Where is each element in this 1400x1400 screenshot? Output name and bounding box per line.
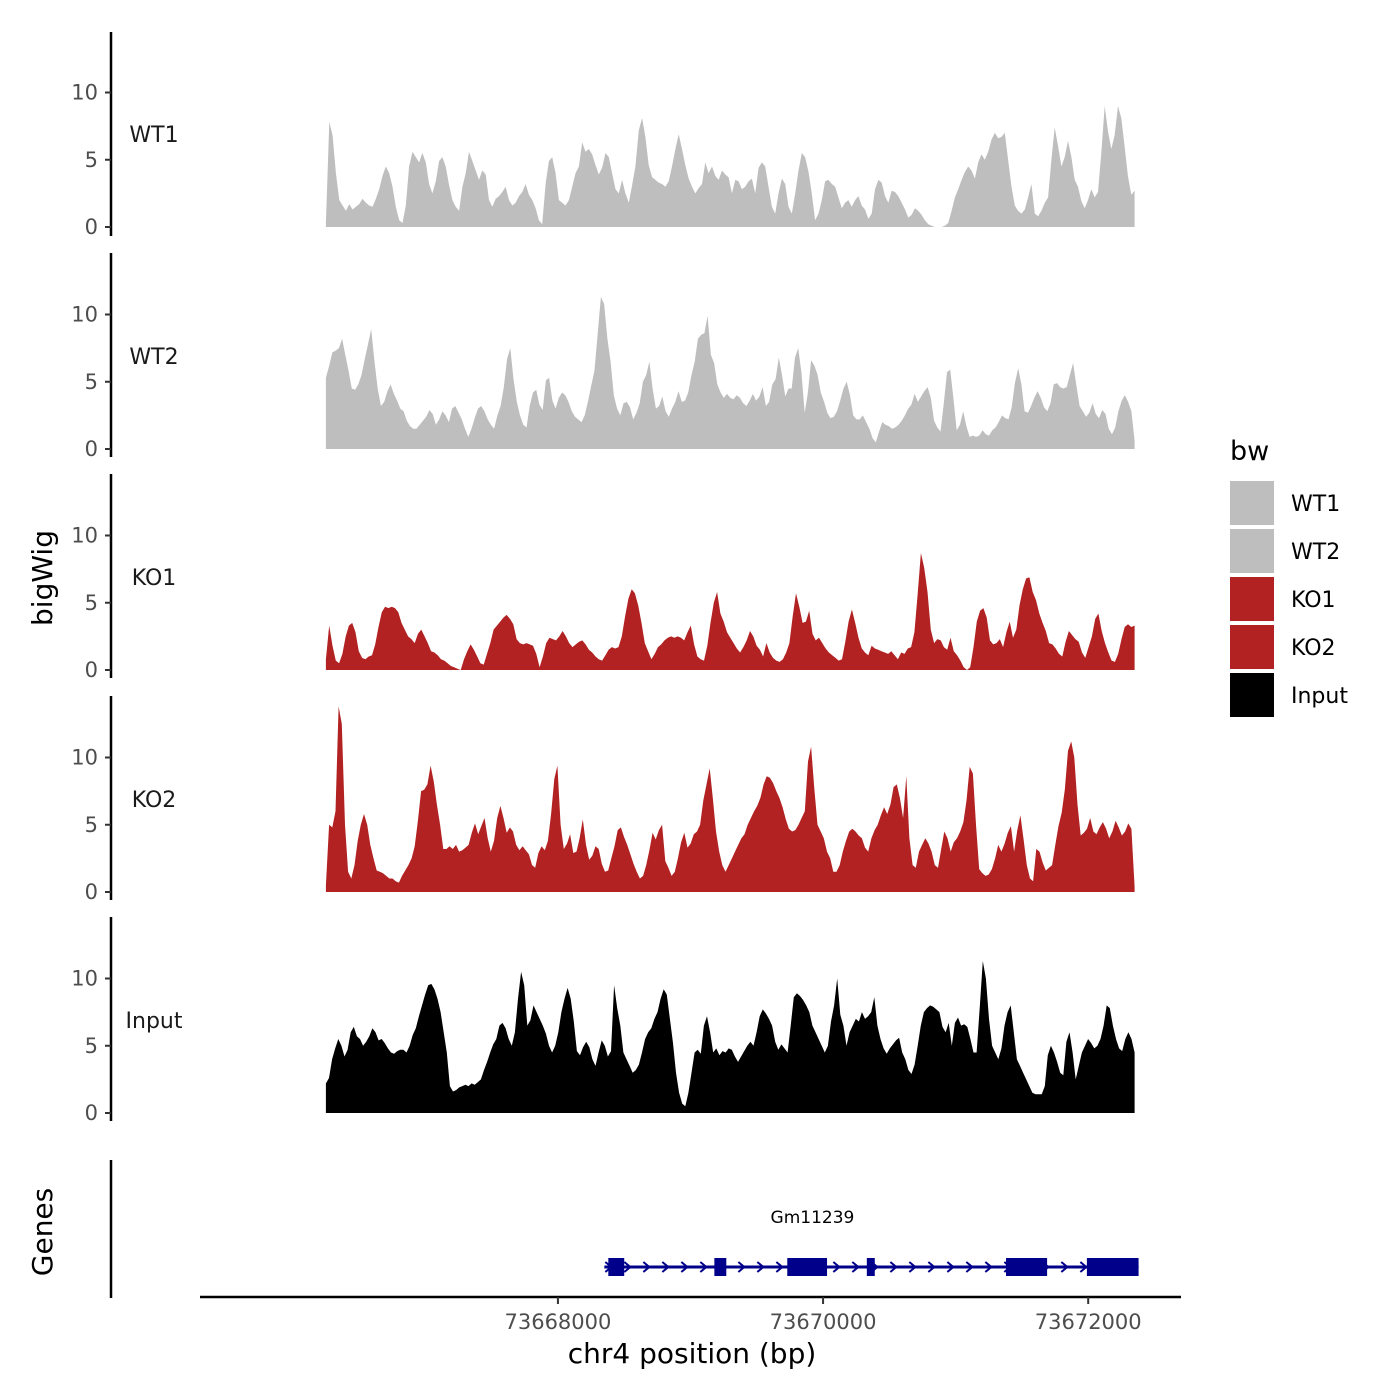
x-axis: 73668000 73670000 73672000 [200, 1295, 1181, 1334]
strand-arrow [737, 1261, 746, 1273]
strand-arrow [908, 1261, 917, 1273]
area-wt2 [325, 297, 1135, 449]
legend-key-wt2 [1230, 529, 1274, 573]
legend-label-ko1: KO1 [1291, 588, 1336, 613]
x-tick-label: 73670000 [770, 1310, 877, 1334]
gene-exon [866, 1258, 875, 1276]
strand-arrow [642, 1261, 651, 1273]
area-ko1 [325, 553, 1135, 670]
y-tick-label: 5 [85, 370, 98, 394]
y-tick-label: 10 [71, 746, 98, 770]
strand-arrow [946, 1261, 955, 1273]
track-panel-input: 0 5 10 Input [71, 917, 1135, 1125]
x-axis-title: chr4 position (bp) [568, 1337, 817, 1370]
area-input [325, 961, 1135, 1113]
strand-arrow [965, 1261, 974, 1273]
strand-arrow [1079, 1261, 1088, 1273]
gene-exon [1006, 1258, 1048, 1276]
strand-arrow [1060, 1261, 1069, 1273]
track-label-ko1: KO1 [132, 566, 177, 591]
track-panels: 0 5 10 WT1 0 5 10 WT2 0 5 10 KO1 0 5 10 KO2 0 5 10 Input [71, 32, 1135, 1125]
legend-key-ko1 [1230, 577, 1274, 621]
y-tick-label: 10 [71, 967, 98, 991]
x-tick-label: 73672000 [1035, 1310, 1142, 1334]
y-tick-label: 10 [71, 303, 98, 327]
area-ko2 [325, 706, 1135, 892]
gene-exon [787, 1258, 828, 1276]
strand-arrow [851, 1261, 860, 1273]
legend-label-input: Input [1291, 684, 1348, 709]
legend-label-wt2: WT2 [1291, 540, 1340, 565]
track-label-wt1: WT1 [129, 123, 178, 148]
strand-arrow [889, 1261, 898, 1273]
legend-key-ko2 [1230, 625, 1274, 669]
gene-exon [714, 1258, 727, 1276]
y-tick-label: 5 [85, 813, 98, 837]
strand-arrow [756, 1261, 765, 1273]
legend: bw WT1 WT2 KO1 KO2 Input [1230, 436, 1348, 717]
gene-name-label: Gm11239 [771, 1208, 855, 1228]
y-tick-label: 10 [71, 524, 98, 548]
strand-arrow [775, 1261, 784, 1273]
track-label-ko2: KO2 [132, 788, 177, 813]
y-tick-label: 0 [85, 658, 98, 682]
track-panel-wt1: 0 5 10 WT1 [71, 32, 1135, 239]
strand-arrow [623, 1261, 632, 1273]
strand-arrow [680, 1261, 689, 1273]
y-tick-label: 5 [85, 1034, 98, 1058]
gene-track: Gm11239 [109, 1160, 1139, 1298]
legend-label-wt1: WT1 [1291, 492, 1340, 517]
gene-exon [1086, 1258, 1139, 1276]
legend-key-input [1230, 673, 1274, 717]
track-label-wt2: WT2 [129, 345, 178, 370]
area-wt1 [325, 106, 1135, 227]
gene-exon [608, 1258, 625, 1276]
legend-title: bw [1230, 436, 1269, 467]
y-axis-title: bigWig [26, 530, 59, 626]
track-panel-ko1: 0 5 10 KO1 [71, 474, 1135, 682]
y-tick-label: 0 [85, 437, 98, 461]
y-tick-label: 0 [85, 1101, 98, 1125]
track-label-input: Input [126, 1009, 183, 1034]
legend-label-ko2: KO2 [1291, 636, 1336, 661]
y-tick-label: 5 [85, 591, 98, 615]
strand-arrow [927, 1261, 936, 1273]
strand-arrow [661, 1261, 670, 1273]
y-tick-label: 0 [85, 880, 98, 904]
track-panel-wt2: 0 5 10 WT2 [71, 253, 1135, 461]
track-panel-ko2: 0 5 10 KO2 [71, 696, 1135, 904]
genes-track-title: Genes [26, 1188, 59, 1276]
y-tick-label: 5 [85, 148, 98, 172]
y-tick-label: 10 [71, 81, 98, 105]
legend-key-wt1 [1230, 481, 1274, 525]
strand-arrow [984, 1261, 993, 1273]
strand-arrow [832, 1261, 841, 1273]
y-tick-label: 0 [85, 215, 98, 239]
strand-arrow [699, 1261, 708, 1273]
x-tick-label: 73668000 [504, 1310, 611, 1334]
